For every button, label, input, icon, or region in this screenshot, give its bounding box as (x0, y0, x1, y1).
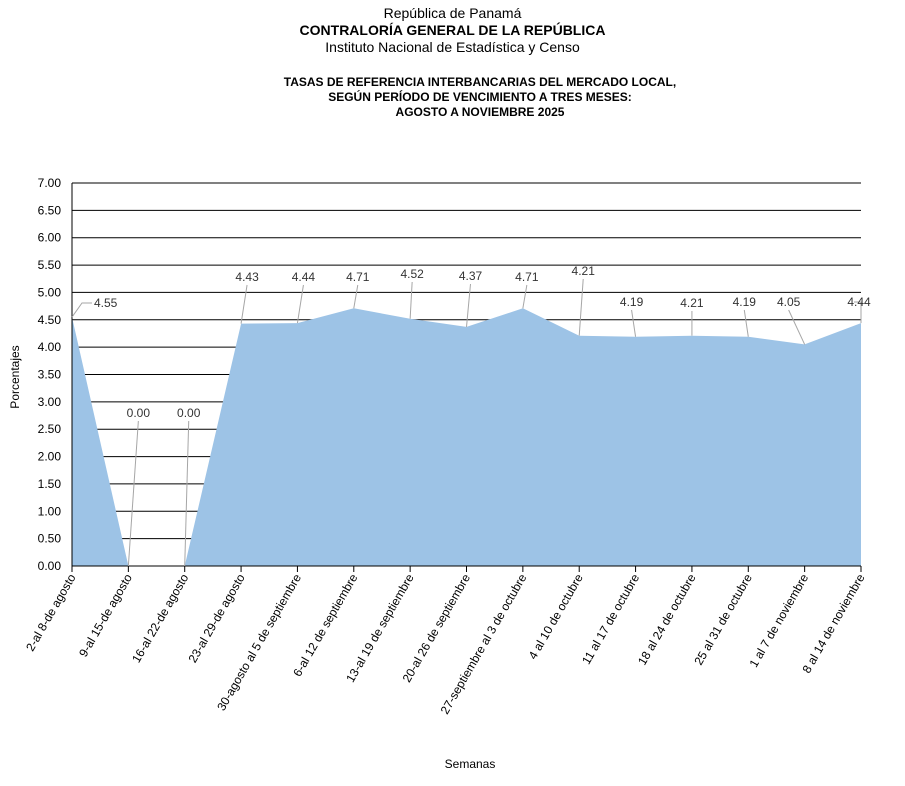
x-tick-label: 11 al 17 de octubre (579, 571, 642, 666)
y-tick-label: 0.00 (38, 559, 62, 573)
data-label: 4.43 (235, 270, 259, 284)
header-country: República de Panamá (383, 5, 522, 21)
data-label-leader (296, 284, 304, 324)
chart-title-line-3: AGOSTO A NOVIEMBRE 2025 (395, 105, 565, 119)
x-tick-label: 16-al 22-de agosto (129, 571, 191, 665)
x-axis-label: Semanas (445, 757, 496, 771)
x-tick-label: 4 al 10 de octubre (526, 571, 586, 661)
header-institute: Instituto Nacional de Estadística y Cens… (325, 39, 580, 55)
header-institution: CONTRALORÍA GENERAL DE LA REPÚBLICA (299, 22, 606, 38)
y-tick-label: 7.00 (38, 176, 62, 190)
data-labels: 4.55 0.00 0.00 4.43 4.44 4.71 4.52 4.37 4.71 4.21… (71, 264, 871, 567)
data-label: 4.71 (346, 270, 370, 284)
data-label-leader (240, 284, 248, 324)
y-tick-label: 6.50 (38, 203, 62, 217)
data-label: 4.55 (94, 296, 118, 310)
area-layer (72, 308, 861, 566)
y-tick-label: 4.00 (38, 340, 62, 354)
data-label-leader (522, 284, 528, 309)
y-axis-label: Porcentajes (8, 345, 22, 408)
data-label-leader (631, 309, 637, 337)
data-label: 4.71 (515, 270, 539, 284)
data-label: 0.00 (177, 406, 201, 420)
y-tick-label: 3.00 (38, 395, 62, 409)
x-tick-label: 18 al 24 de octubre (635, 571, 699, 667)
x-tick-label: 2-al 8-de agosto (23, 571, 79, 653)
data-label-leader (184, 420, 190, 567)
chart-title-line-1: TASAS DE REFERENCIA INTERBANCARIAS DEL M… (283, 75, 677, 89)
y-tick-label: 5.00 (38, 285, 62, 299)
y-tick-label: 5.50 (38, 258, 62, 272)
data-label: 4.19 (733, 295, 757, 309)
data-label: 4.52 (400, 267, 424, 281)
data-label-leader (854, 301, 862, 324)
y-tick-label: 1.50 (38, 477, 62, 491)
x-tick-label: 23-al 29-de agosto (186, 571, 248, 665)
data-label: 4.44 (292, 270, 316, 284)
area-series (72, 308, 861, 566)
data-label: 4.37 (459, 269, 483, 283)
x-tick-label: 25 al 31 de octubre (691, 571, 755, 667)
y-tick-label: 2.50 (38, 422, 62, 436)
data-label-leader (409, 281, 413, 319)
data-label-leader (353, 284, 359, 309)
data-label-leader (743, 309, 749, 337)
data-label: 0.00 (127, 406, 151, 420)
data-label: 4.44 (847, 295, 871, 309)
data-label-leader (127, 420, 139, 567)
data-label-leader (466, 283, 471, 327)
y-tick-label: 6.00 (38, 231, 62, 245)
y-tick-label: 3.50 (38, 368, 62, 382)
y-axis-ticks: 0.00 0.50 1.00 1.50 2.00 2.50 3.00 3.50 4.00 4.50… (38, 176, 73, 573)
data-label-leader (71, 302, 92, 318)
data-label-leader (788, 309, 806, 345)
data-label: 4.21 (680, 296, 704, 310)
y-tick-label: 1.00 (38, 504, 62, 518)
chart-title-line-2: SEGÚN PERÍODO DE VENCIMIENTO A TRES MESE… (328, 90, 632, 104)
y-tick-label: 2.00 (38, 450, 62, 464)
data-label: 4.19 (620, 295, 644, 309)
x-tick-label: 9-al 15-de agosto (76, 571, 135, 659)
x-tick-label: 8 al 14 de noviembre (799, 571, 867, 675)
x-tick-label: 1 al 7 de noviembre (746, 571, 811, 670)
data-label-leader (578, 278, 584, 336)
data-label: 4.05 (777, 295, 801, 309)
y-tick-label: 4.50 (38, 313, 62, 327)
x-tick-label: 6-al 12 de septiembre (290, 571, 360, 679)
data-label: 4.21 (572, 264, 596, 278)
y-tick-label: 0.50 (38, 532, 62, 546)
